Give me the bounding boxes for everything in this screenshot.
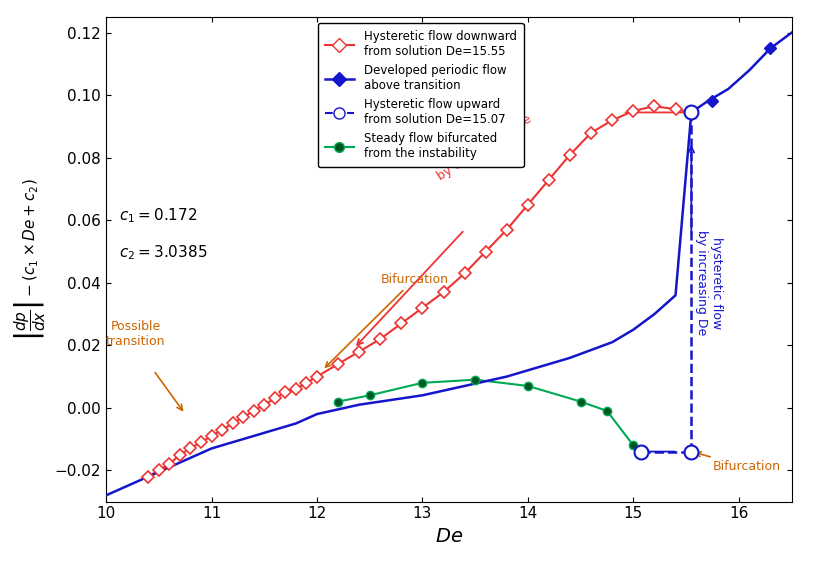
Legend: Hysteretic flow downward
from solution De=15.55, Developed periodic flow
above t: Hysteretic flow downward from solution D… (317, 23, 524, 167)
Text: $c_1 = 0.172$: $c_1 = 0.172$ (119, 206, 197, 225)
Text: Possible
transition: Possible transition (106, 320, 166, 348)
Text: $c_2 = 3.0385$: $c_2 = 3.0385$ (119, 244, 207, 263)
Text: Bifurcation: Bifurcation (326, 273, 448, 367)
X-axis label: $De$: $De$ (435, 527, 463, 546)
Y-axis label: $\left|\dfrac{dp}{dx}\right| - (c_1 \times De + c_2)$: $\left|\dfrac{dp}{dx}\right| - (c_1 \tim… (12, 178, 48, 341)
Text: hysteretic flow
by increasing De: hysteretic flow by increasing De (695, 230, 723, 335)
Text: hysteretic flow
by decreasing De: hysteretic flow by decreasing De (427, 100, 534, 183)
Text: Bifurcation: Bifurcation (696, 452, 780, 473)
